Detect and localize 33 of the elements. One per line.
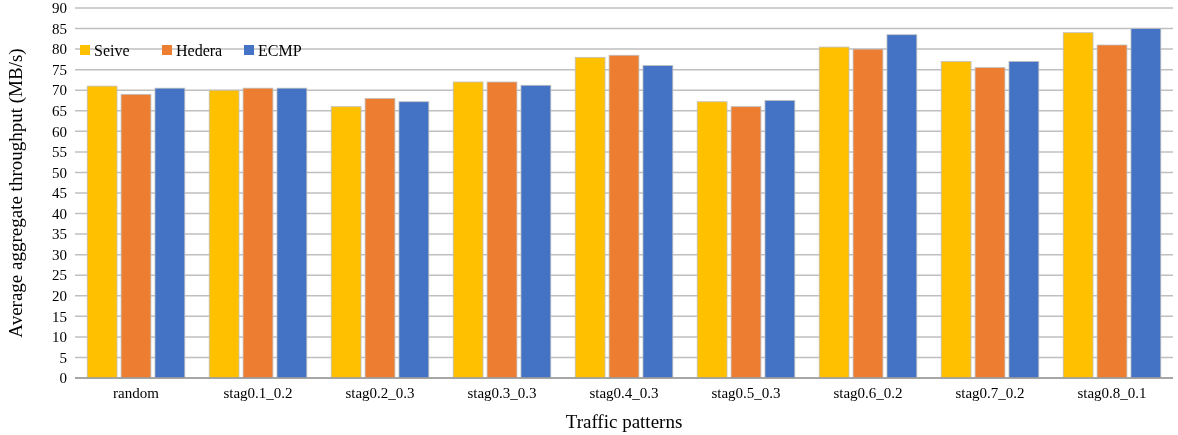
y-tick-label: 25 — [52, 267, 67, 284]
x-tick-label: stag0.1_0.2 — [223, 385, 293, 401]
x-axis-title: Traffic patterns — [565, 411, 683, 432]
y-tick-label: 35 — [52, 226, 67, 243]
y-tick-label: 10 — [52, 329, 67, 346]
y-tick-label: 75 — [52, 61, 67, 78]
y-tick-label: 20 — [52, 288, 67, 305]
y-tick-label: 40 — [52, 205, 67, 222]
legend-label: ECMP — [258, 41, 302, 59]
y-tick-label: 70 — [52, 82, 67, 99]
x-tick-label: stag0.4_0.3 — [589, 385, 659, 401]
y-tick-label: 80 — [52, 41, 67, 58]
y-tick-label: 50 — [52, 164, 67, 181]
y-tick-label: 60 — [52, 123, 67, 140]
y-tick-label: 5 — [59, 349, 67, 366]
y-tick-label: 0 — [59, 370, 67, 387]
y-tick-label: 65 — [52, 103, 67, 120]
x-tick-label: stag0.5_0.3 — [711, 385, 781, 401]
legend-label: Seive — [94, 41, 130, 59]
x-tick-label: stag0.8_0.1 — [1077, 385, 1147, 401]
y-tick-label: 30 — [52, 246, 67, 263]
y-axis-title: Average aggregate throughput (MB/s) — [5, 48, 27, 338]
y-tick-label: 85 — [52, 20, 67, 37]
y-tick-label: 45 — [52, 185, 67, 202]
y-tick-label: 55 — [52, 144, 67, 161]
x-tick-label: stag0.7_0.2 — [955, 385, 1025, 401]
legend-label: Hedera — [176, 41, 223, 59]
y-tick-label: 90 — [52, 0, 67, 17]
x-tick-label: stag0.6_0.2 — [833, 385, 903, 401]
x-tick-label: random — [113, 385, 160, 401]
x-tick-label: stag0.2_0.3 — [345, 385, 415, 401]
x-tick-label: stag0.3_0.3 — [467, 385, 537, 401]
y-tick-label: 15 — [52, 308, 67, 325]
